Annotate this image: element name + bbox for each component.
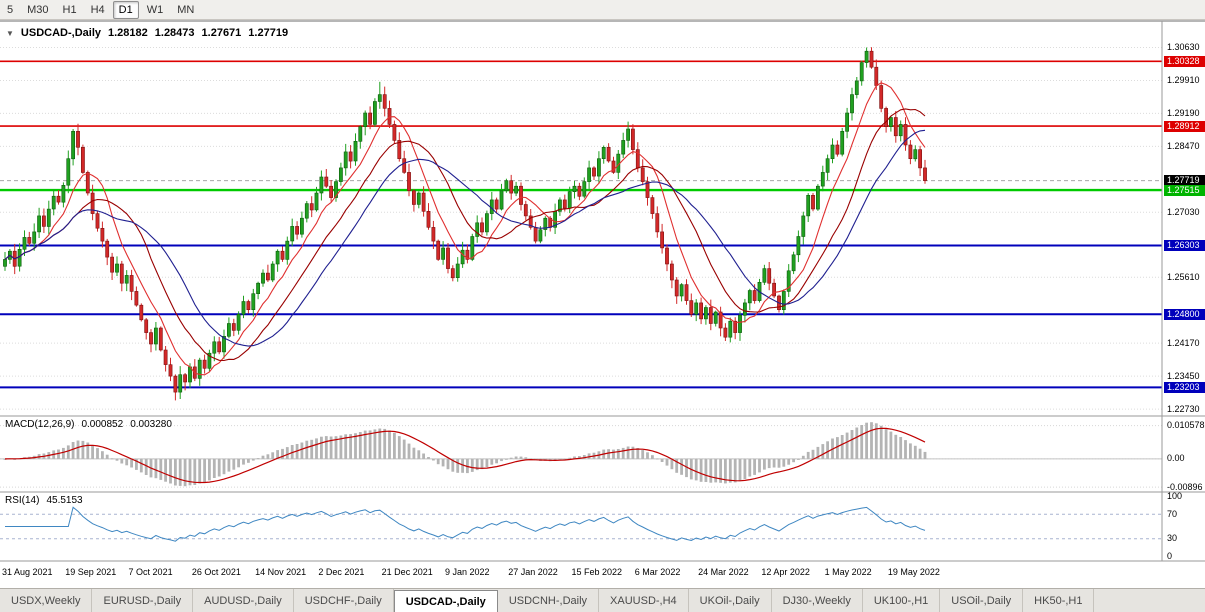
price-axis-badge: 1.30328 (1164, 55, 1205, 67)
time-axis-label: 19 May 2022 (887, 567, 940, 577)
time-axis-label: 9 Jan 2022 (444, 567, 490, 577)
timeframe-button-w1[interactable]: W1 (146, 3, 164, 16)
tab-audusd-daily[interactable]: AUDUSD-,Daily (193, 589, 294, 612)
price-axis-badge: 1.28912 (1164, 120, 1205, 132)
tab-uk100-h1[interactable]: UK100-,H1 (863, 589, 941, 612)
price-axis-badge: 1.27719 (1164, 175, 1205, 187)
tab-usdx-weekly[interactable]: USDX,Weekly (0, 589, 93, 612)
time-axis-label: 27 Jan 2022 (508, 567, 558, 577)
timeframe-button-mn[interactable]: MN (177, 3, 195, 16)
time-axis-label: 6 Mar 2022 (634, 567, 681, 577)
time-axis-label: 14 Nov 2021 (255, 567, 307, 577)
time-axis-label: 26 Oct 2021 (191, 567, 241, 577)
tab-usdcad-daily[interactable]: USDCAD-,Daily (393, 590, 498, 612)
macd-main-value: 0.000852 (81, 419, 124, 430)
time-axis-label: 15 Feb 2022 (571, 567, 623, 577)
chart-title: ▼ USDCAD-,Daily 1.28182 1.28473 1.27671 … (6, 27, 288, 39)
price-axis-label: 1.24170 (1167, 337, 1200, 348)
rsi-name: RSI(14) (5, 495, 40, 506)
timeframe-button-5[interactable]: 5 (7, 3, 14, 16)
tab-ukoil-daily[interactable]: UKOil-,Daily (689, 589, 772, 612)
tab-xauusd-h4[interactable]: XAUUSD-,H4 (599, 589, 689, 612)
price-axis-badge: 1.27515 (1164, 184, 1205, 196)
rsi-axis-label: 0 (1167, 551, 1173, 562)
macd-axis-label: 0.00 (1167, 453, 1185, 464)
time-axis-label: 21 Dec 2021 (381, 567, 433, 577)
macd-axis-label: 0.010578 (1167, 420, 1205, 431)
ohlc-open-value: 1.28182 (108, 27, 148, 39)
price-axis-badge: 1.23203 (1164, 381, 1205, 393)
price-axis-label: 1.30630 (1167, 42, 1200, 52)
ohlc-close-value: 1.27719 (248, 27, 289, 39)
macd-axis-label: -0.00896 (1167, 481, 1203, 492)
timeframe-toolbar: 5 M30 H1 H4 D1 W1 MN (0, 0, 1205, 20)
time-axis-label: 2 Dec 2021 (318, 567, 365, 577)
price-axis-badge: 1.26303 (1164, 240, 1205, 252)
timeframe-button-d1[interactable]: D1 (112, 0, 139, 19)
chart-symbol-label: USDCAD-,Daily (20, 27, 101, 39)
time-axis-label: 1 May 2022 (824, 567, 872, 577)
tab-usdchf-daily[interactable]: USDCHF-,Daily (294, 589, 394, 612)
rsi-value: 45.5153 (46, 495, 83, 506)
price-axis-label: 1.29910 (1167, 74, 1200, 85)
macd-name: MACD(12,26,9) (5, 419, 75, 430)
time-axis-label: 19 Sep 2021 (65, 567, 117, 577)
macd-indicator-label: MACD(12,26,9) 0.000852 0.003280 (5, 419, 172, 430)
time-axis-label: 12 Apr 2022 (761, 567, 810, 577)
rsi-axis-label: 100 (1167, 490, 1183, 501)
time-axis-label: 31 Aug 2021 (2, 567, 53, 577)
time-axis-label: 24 Mar 2022 (698, 567, 749, 577)
tab-eurusd-daily[interactable]: EURUSD-,Daily (92, 589, 194, 612)
ohlc-low-value: 1.27671 (201, 27, 242, 39)
tab-hk50-h1[interactable]: HK50-,H1 (1023, 589, 1095, 612)
timeframe-button-h1[interactable]: H1 (62, 3, 77, 16)
timeframe-button-m30[interactable]: M30 (27, 3, 49, 16)
price-axis-label: 1.25610 (1167, 271, 1200, 282)
tab-dj30-weekly[interactable]: DJ30-,Weekly (772, 589, 863, 612)
rsi-axis-label: 30 (1167, 533, 1178, 544)
price-axis-label: 1.23450 (1167, 370, 1200, 381)
price-axis-label: 1.29190 (1167, 107, 1200, 118)
macd-signal-value: 0.003280 (130, 419, 172, 430)
rsi-axis-label: 70 (1167, 508, 1178, 519)
ohlc-high-value: 1.28473 (154, 27, 195, 39)
window-collapse-icon[interactable]: ▼ (6, 28, 14, 38)
tab-usdcnh-daily[interactable]: USDCNH-,Daily (498, 589, 600, 612)
timeframe-button-h4[interactable]: H4 (90, 3, 105, 16)
price-axis-badge: 1.24800 (1164, 308, 1205, 320)
tab-usoil-daily[interactable]: USOil-,Daily (940, 589, 1024, 612)
rsi-indicator-label: RSI(14) 45.5153 (5, 495, 83, 506)
price-axis-label: 1.27030 (1167, 206, 1200, 217)
price-axis-label: 1.22730 (1167, 403, 1200, 414)
symbol-tab-bar: USDX,Weekly EURUSD-,Daily AUDUSD-,Daily USD… (0, 588, 1205, 612)
price-axis-label: 1.28470 (1167, 140, 1200, 151)
time-axis-label: 7 Oct 2021 (128, 567, 173, 577)
